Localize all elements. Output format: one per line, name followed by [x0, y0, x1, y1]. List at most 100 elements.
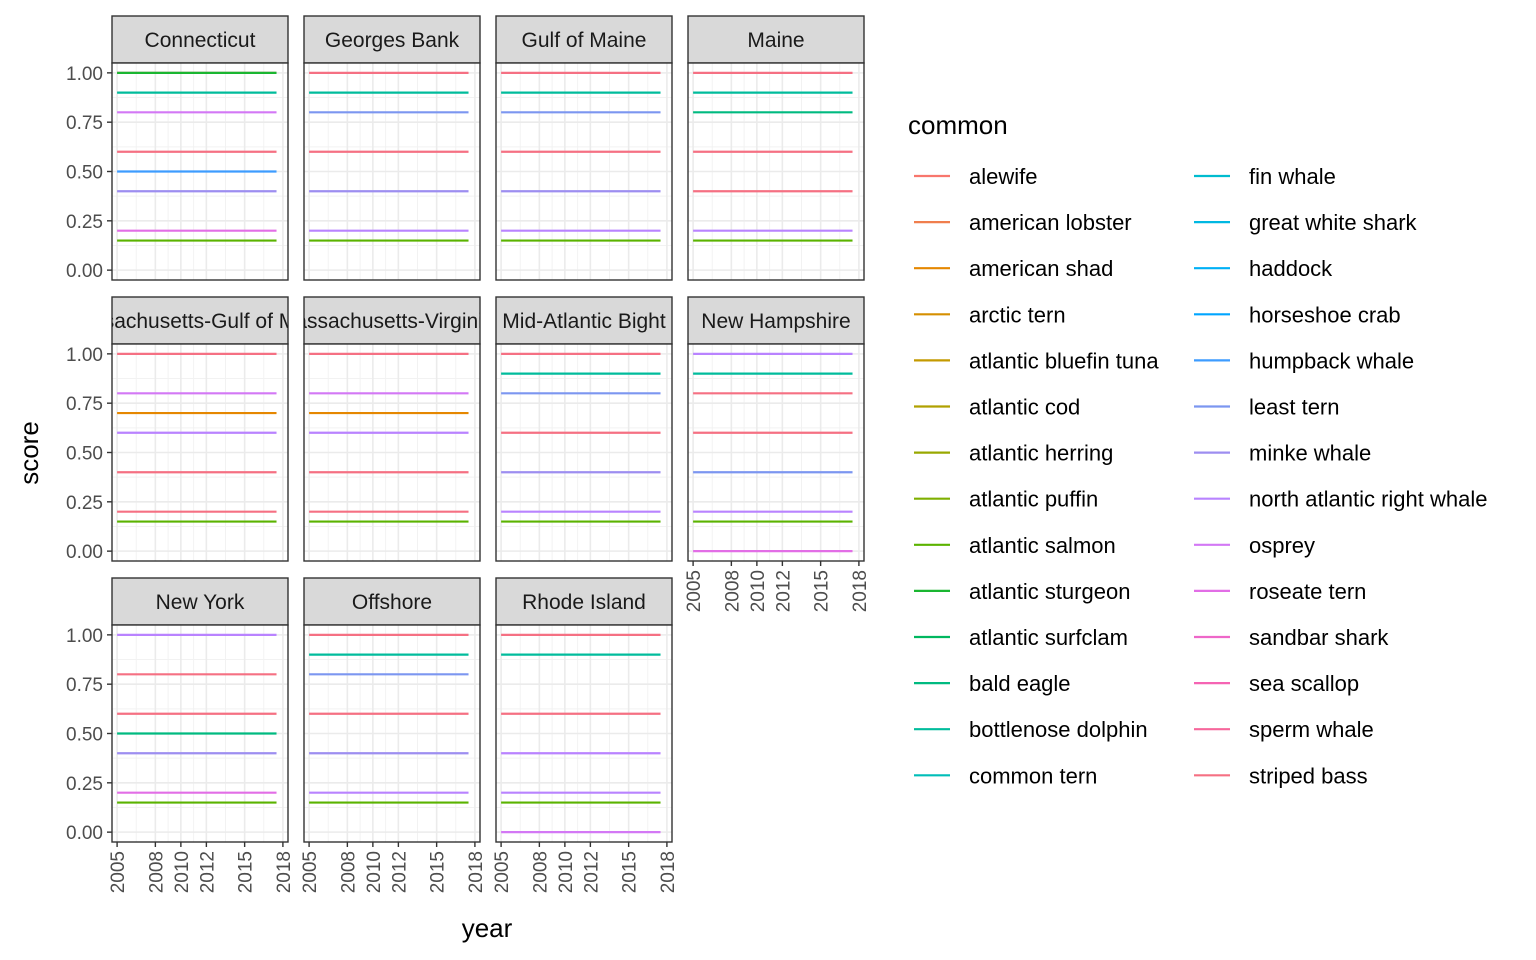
facet-strip	[687, 296, 865, 345]
legend-label: atlantic salmon	[969, 533, 1116, 558]
legend-entry: atlantic salmon	[914, 533, 1116, 558]
x-tick-label: 2008	[530, 851, 551, 893]
x-tick-label: 2008	[338, 851, 359, 893]
legend-label: least tern	[1249, 395, 1340, 420]
facet-label: Connecticut	[145, 29, 256, 52]
legend-entry: bald eagle	[914, 671, 1071, 696]
legend-entry: atlantic herring	[914, 441, 1113, 466]
y-tick-label: 0.25	[66, 212, 103, 233]
facet-panel: Gulf of Maine	[495, 15, 673, 281]
y-axis-title: score	[14, 421, 44, 485]
legend-label: haddock	[1249, 256, 1333, 281]
legend-label: great white shark	[1249, 210, 1418, 235]
legend-entry: great white shark	[1194, 210, 1418, 235]
facet-label: Maine	[747, 29, 804, 52]
legend-entry: striped bass	[1194, 763, 1368, 788]
x-tick-label: 2015	[620, 851, 641, 893]
y-tick-label: 0.25	[66, 493, 103, 514]
x-tick-label: 2015	[236, 851, 257, 893]
legend-entry: atlantic bluefin tuna	[914, 348, 1159, 373]
facet-strip	[495, 15, 673, 64]
legend-entry: roseate tern	[1194, 579, 1366, 604]
x-tick-label: 2012	[773, 570, 794, 612]
legend-entry: bottlenose dolphin	[914, 717, 1148, 742]
facet-panel: Maine	[687, 15, 865, 281]
y-tick-label: 1.00	[66, 64, 103, 85]
x-tick-label: 2012	[581, 851, 602, 893]
facet-panel: Massachusetts-Virginian	[303, 296, 481, 562]
legend-entry: atlantic sturgeon	[914, 579, 1130, 604]
facet-strip	[303, 577, 481, 626]
x-tick-label: 2015	[812, 570, 833, 612]
facet-strip	[687, 15, 865, 64]
legend-label: roseate tern	[1249, 579, 1366, 604]
facet-label: Offshore	[352, 591, 432, 614]
facet-strip	[111, 577, 289, 626]
legend-label: atlantic sturgeon	[969, 579, 1130, 604]
legend-entry: north atlantic right whale	[1194, 487, 1487, 512]
legend-label: arctic tern	[969, 302, 1066, 327]
y-tick-label: 0.75	[66, 113, 103, 134]
facet-label: Mid-Atlantic Bight	[502, 310, 666, 333]
facet-panel: Rhode Island 2005 2008 2010 2012 2015 2018	[492, 577, 679, 893]
panel-border	[303, 62, 481, 281]
facet-label: Georges Bank	[325, 29, 460, 52]
y-tick-label: 0.75	[66, 675, 103, 696]
legend-label: sea scallop	[1249, 671, 1359, 696]
x-tick-label: 2008	[722, 570, 743, 612]
panel-border	[303, 624, 481, 843]
legend-entry: haddock	[1194, 256, 1333, 281]
x-tick-label: 2018	[850, 570, 871, 612]
legend-entry: minke whale	[1194, 441, 1371, 466]
panel-border	[495, 624, 673, 843]
legend-entry: atlantic cod	[914, 395, 1080, 420]
legend-entry: sandbar shark	[1194, 625, 1389, 650]
y-tick-label: 1.00	[66, 345, 103, 366]
facet-label: Rhode Island	[522, 591, 646, 614]
legend-entry: atlantic surfclam	[914, 625, 1128, 650]
legend-entry: least tern	[1194, 395, 1340, 420]
legend-label: humpback whale	[1249, 348, 1414, 373]
legend-label: minke whale	[1249, 441, 1371, 466]
legend-label: american shad	[969, 256, 1113, 281]
legend-entry: horseshoe crab	[1194, 302, 1401, 327]
legend-entry: american lobster	[914, 210, 1132, 235]
legend-label: osprey	[1249, 533, 1315, 558]
facet-strip	[495, 296, 673, 345]
x-tick-label: 2005	[684, 570, 705, 612]
legend-entry: arctic tern	[914, 302, 1066, 327]
legend-entry: atlantic puffin	[914, 487, 1098, 512]
y-tick-label: 0.00	[66, 542, 103, 563]
facet-label: Gulf of Maine	[522, 29, 647, 52]
panel-border	[495, 343, 673, 562]
y-tick-label: 0.75	[66, 394, 103, 415]
legend-label: sandbar shark	[1249, 625, 1389, 650]
legend: common alewife american lobster american s…	[908, 110, 1487, 788]
x-tick-label: 2010	[748, 570, 769, 612]
legend-label: bald eagle	[969, 671, 1071, 696]
legend-label: atlantic cod	[969, 395, 1080, 420]
legend-label: american lobster	[969, 210, 1132, 235]
panel-border	[687, 62, 865, 281]
x-axis-title: year	[462, 913, 513, 943]
panel-border	[303, 343, 481, 562]
y-tick-label: 1.00	[66, 626, 103, 647]
legend-entry: alewife	[914, 164, 1037, 189]
facet-panel: Connecticut 0.00 0.25 0.50 0.75 1.00	[66, 15, 289, 282]
panel-border	[687, 343, 865, 562]
legend-entry: sperm whale	[1194, 717, 1374, 742]
legend-label: horseshoe crab	[1249, 302, 1401, 327]
x-tick-label: 2018	[274, 851, 295, 893]
y-tick-label: 0.25	[66, 774, 103, 795]
facet-strip	[111, 15, 289, 64]
legend-label: common tern	[969, 763, 1097, 788]
facet-label: New York	[156, 591, 245, 614]
facet-panel: Massachusetts-Gulf of Maine 0.00 0.25 0.50 0…	[66, 296, 289, 563]
x-tick-label: 2008	[146, 851, 167, 893]
legend-label: north atlantic right whale	[1249, 487, 1487, 512]
x-tick-label: 2005	[300, 851, 321, 893]
facet-panel: Offshore 2005 2008 2010 2012 2015 2018	[300, 577, 487, 893]
facet-panels: Connecticut 0.00 0.25 0.50 0.75 1.00 Georges B…	[66, 15, 871, 893]
facet-strip	[495, 577, 673, 626]
